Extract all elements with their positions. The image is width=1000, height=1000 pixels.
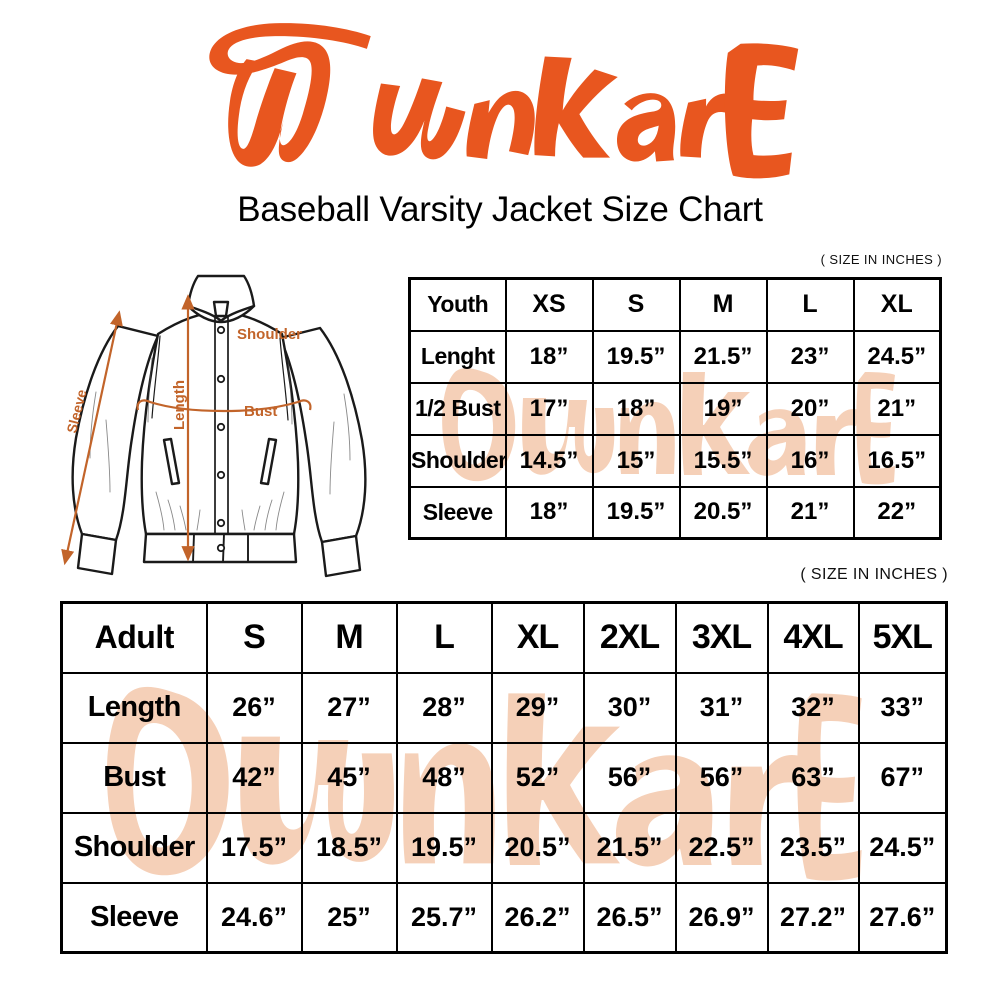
adult-cell: 42” bbox=[205, 741, 303, 814]
adult-cell: 30” bbox=[582, 671, 677, 744]
youth-col-xs: XS bbox=[504, 277, 594, 332]
youth-cell: 19.5” bbox=[591, 329, 681, 384]
youth-cell: 19” bbox=[678, 381, 768, 436]
table-header-row: Adult S M L XL 2XL 3XL 4XL 5XL bbox=[60, 601, 948, 674]
page-title: Baseball Varsity Jacket Size Chart bbox=[237, 190, 763, 229]
adult-col-2xl: 2XL bbox=[582, 601, 677, 674]
adult-row-label-sleeve: Sleeve bbox=[60, 881, 208, 954]
youth-cell: 14.5” bbox=[504, 433, 594, 488]
youth-cell: 21” bbox=[852, 381, 942, 436]
adult-corner-label: Adult bbox=[60, 601, 208, 674]
youth-cell: 23” bbox=[765, 329, 855, 384]
adult-cell: 23.5” bbox=[766, 811, 860, 884]
adult-cell: 27.6” bbox=[857, 881, 948, 954]
youth-cell: 17” bbox=[504, 381, 594, 436]
adult-row-label-bust: Bust bbox=[60, 741, 208, 814]
youth-cell: 21.5” bbox=[678, 329, 768, 384]
adult-cell: 31” bbox=[674, 671, 769, 744]
table-row: Shoulder 17.5” 18.5” 19.5” 20.5” 21.5” 2… bbox=[60, 811, 948, 884]
adult-cell: 63” bbox=[766, 741, 860, 814]
youth-units-note: ( SIZE IN INCHES ) bbox=[820, 252, 942, 267]
table-row: Length 26” 27” 28” 29” 30” 31” 32” 33” bbox=[60, 671, 948, 744]
adult-cell: 26.2” bbox=[490, 881, 585, 954]
youth-row-label-shoulder: Shoulder bbox=[408, 433, 507, 488]
youth-cell: 18” bbox=[591, 381, 681, 436]
adult-cell: 25.7” bbox=[395, 881, 493, 954]
youth-corner-label: Youth bbox=[408, 277, 507, 332]
adult-size-table: Adult S M L XL 2XL 3XL 4XL 5XL Length 26… bbox=[60, 601, 948, 954]
table-row: Bust 42” 45” 48” 52” 56” 56” 63” 67” bbox=[60, 741, 948, 814]
table-row: Shoulder 14.5” 15” 15.5” 16” 16.5” bbox=[408, 433, 942, 488]
adult-col-m: M bbox=[300, 601, 398, 674]
youth-cell: 22” bbox=[852, 485, 942, 540]
youth-cell: 15” bbox=[591, 433, 681, 488]
adult-col-4xl: 4XL bbox=[766, 601, 860, 674]
youth-col-m: M bbox=[678, 277, 768, 332]
youth-col-xl: XL bbox=[852, 277, 942, 332]
youth-col-s: S bbox=[591, 277, 681, 332]
youth-cell: 16.5” bbox=[852, 433, 942, 488]
adult-cell: 52” bbox=[490, 741, 585, 814]
adult-col-s: S bbox=[205, 601, 303, 674]
adult-cell: 33” bbox=[857, 671, 948, 744]
youth-col-l: L bbox=[765, 277, 855, 332]
adult-cell: 24.5” bbox=[857, 811, 948, 884]
table-row: Sleeve 18” 19.5” 20.5” 21” 22” bbox=[408, 485, 942, 540]
youth-row-label-sleeve: Sleeve bbox=[408, 485, 507, 540]
adult-units-note: ( SIZE IN INCHES ) bbox=[800, 566, 948, 583]
adult-cell: 32” bbox=[766, 671, 860, 744]
table-row: Lenght 18” 19.5” 21.5” 23” 24.5” bbox=[408, 329, 942, 384]
adult-cell: 17.5” bbox=[205, 811, 303, 884]
sleeve-measure-arrow bbox=[61, 310, 123, 566]
adult-cell: 20.5” bbox=[490, 811, 585, 884]
youth-cell: 20.5” bbox=[678, 485, 768, 540]
shoulder-label: Shoulder bbox=[237, 326, 302, 343]
youth-cell: 16” bbox=[765, 433, 855, 488]
table-row: Sleeve 24.6” 25” 25.7” 26.2” 26.5” 26.9”… bbox=[60, 881, 948, 954]
brand-logo: DunkarE bbox=[0, 22, 1000, 187]
adult-cell: 48” bbox=[395, 741, 493, 814]
youth-row-label-half-bust: 1/2 Bust bbox=[408, 381, 507, 436]
youth-cell: 18” bbox=[504, 485, 594, 540]
youth-cell: 18” bbox=[504, 329, 594, 384]
length-label: Length bbox=[171, 380, 188, 430]
adult-cell: 26” bbox=[205, 671, 303, 744]
adult-cell: 26.5” bbox=[582, 881, 677, 954]
youth-cell: 21” bbox=[765, 485, 855, 540]
youth-cell: 15.5” bbox=[678, 433, 768, 488]
youth-cell: 20” bbox=[765, 381, 855, 436]
adult-cell: 45” bbox=[300, 741, 398, 814]
jacket-diagram: Shoulder Length Bust Sleeve bbox=[48, 262, 393, 597]
adult-row-label-shoulder: Shoulder bbox=[60, 811, 208, 884]
adult-cell: 25” bbox=[300, 881, 398, 954]
table-row: 1/2 Bust 17” 18” 19” 20” 21” bbox=[408, 381, 942, 436]
adult-cell: 18.5” bbox=[300, 811, 398, 884]
youth-cell: 19.5” bbox=[591, 485, 681, 540]
adult-col-xl: XL bbox=[490, 601, 585, 674]
adult-cell: 27” bbox=[300, 671, 398, 744]
bust-label: Bust bbox=[244, 403, 277, 420]
youth-row-label-length: Lenght bbox=[408, 329, 507, 384]
youth-cell: 24.5” bbox=[852, 329, 942, 384]
adult-cell: 26.9” bbox=[674, 881, 769, 954]
adult-cell: 67” bbox=[857, 741, 948, 814]
adult-cell: 29” bbox=[490, 671, 585, 744]
adult-cell: 27.2” bbox=[766, 881, 860, 954]
adult-cell: 22.5” bbox=[674, 811, 769, 884]
table-header-row: Youth XS S M L XL bbox=[408, 277, 942, 332]
adult-row-label-length: Length bbox=[60, 671, 208, 744]
bust-measure-arrow bbox=[136, 399, 312, 413]
adult-cell: 56” bbox=[582, 741, 677, 814]
youth-size-table: Youth XS S M L XL Lenght 18” 19.5” 21.5”… bbox=[408, 277, 942, 540]
adult-cell: 19.5” bbox=[395, 811, 493, 884]
adult-col-3xl: 3XL bbox=[674, 601, 769, 674]
adult-cell: 24.6” bbox=[205, 881, 303, 954]
adult-cell: 21.5” bbox=[582, 811, 677, 884]
adult-cell: 28” bbox=[395, 671, 493, 744]
adult-col-5xl: 5XL bbox=[857, 601, 948, 674]
adult-col-l: L bbox=[395, 601, 493, 674]
adult-cell: 56” bbox=[674, 741, 769, 814]
